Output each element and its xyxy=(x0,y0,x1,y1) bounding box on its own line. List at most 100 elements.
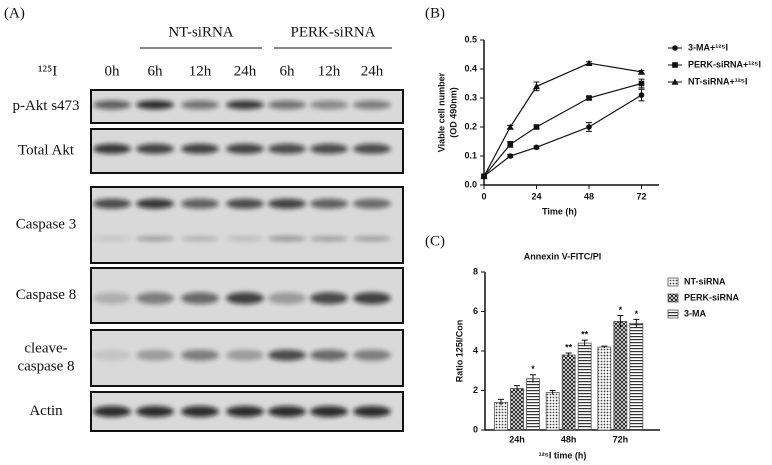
panel-label: (C) xyxy=(425,233,445,249)
blot-band xyxy=(226,236,264,242)
lane-label: 24h xyxy=(361,63,384,79)
row-label: Actin xyxy=(29,403,63,419)
lane-label: 6h xyxy=(148,63,164,79)
series-line xyxy=(483,82,642,177)
point xyxy=(507,153,514,159)
error-bar xyxy=(601,345,608,349)
blot-band xyxy=(93,292,131,305)
error-bar xyxy=(498,398,504,406)
blot-band xyxy=(268,292,306,305)
x-tick-label: 24 xyxy=(531,191,541,201)
legend-label: PERK-siRNA+¹²⁵I xyxy=(688,59,761,69)
error-bar xyxy=(514,385,520,392)
blot-band xyxy=(136,100,174,110)
legend-marker xyxy=(671,78,679,85)
lane-label: 6h xyxy=(280,63,296,79)
point xyxy=(480,172,488,180)
blot-band xyxy=(310,292,348,305)
blot-band xyxy=(181,349,219,361)
point xyxy=(506,123,514,130)
blot-band xyxy=(226,100,264,110)
blot-band xyxy=(268,100,306,110)
legend-label: NT-siRNA+¹²⁵I xyxy=(688,76,747,86)
legend-label: PERK-siRNA xyxy=(684,292,740,302)
error-bar xyxy=(530,374,536,383)
x-tick-label: 48 xyxy=(584,191,594,201)
bar xyxy=(613,320,628,431)
blot-band xyxy=(136,143,174,154)
point xyxy=(533,144,540,151)
y-tick-label: 0 xyxy=(473,424,478,434)
lane-label: 24h xyxy=(234,63,257,79)
blot-band xyxy=(136,406,174,417)
blot-band xyxy=(353,406,391,417)
bar xyxy=(526,378,540,431)
series-line xyxy=(483,94,642,177)
point xyxy=(638,80,645,87)
blot-band xyxy=(136,292,174,305)
blot-band xyxy=(268,198,306,209)
y-tick-label: 2 xyxy=(473,385,478,395)
point xyxy=(638,92,645,98)
blot-band xyxy=(226,292,264,305)
blot-band xyxy=(268,236,306,242)
group-label: PERK-siRNA xyxy=(290,24,375,40)
blot-band xyxy=(93,100,131,110)
bar xyxy=(629,322,644,431)
blot-band xyxy=(181,143,219,154)
x-tick-label: 48h xyxy=(561,434,577,444)
blot-band xyxy=(93,198,131,209)
significance-mark: ** xyxy=(565,342,573,352)
y-tick-label: 0.2 xyxy=(464,121,477,131)
x-tick-label: 0 xyxy=(481,191,486,201)
lane-label: 12h xyxy=(318,63,341,79)
legend-swatch xyxy=(667,277,679,287)
blot-band xyxy=(136,236,174,242)
blot-band xyxy=(353,198,391,209)
error-bar xyxy=(581,339,588,347)
blot-band xyxy=(136,349,174,361)
blot-band xyxy=(310,349,348,361)
blot-band xyxy=(181,292,219,305)
blot-band xyxy=(353,236,391,242)
y-tick-label: 0.5 xyxy=(464,34,477,44)
row-label: p-Akt s473 xyxy=(12,98,79,114)
bar xyxy=(597,346,612,431)
series-line xyxy=(483,62,642,177)
blot-band xyxy=(136,198,174,209)
point xyxy=(533,124,540,130)
lane-label: 12h xyxy=(189,63,212,79)
legend-swatch xyxy=(667,309,679,319)
blot-band xyxy=(226,198,264,209)
chart-title: Annexin V-FITC/PI xyxy=(524,251,602,261)
significance-mark: * xyxy=(619,305,623,315)
y-axis-title: Viable cell number xyxy=(436,72,446,152)
legend-label: NT-siRNA xyxy=(684,276,726,286)
y-tick-label: 0.4 xyxy=(464,63,477,73)
bar xyxy=(561,354,576,431)
blot-background xyxy=(90,186,404,264)
point xyxy=(586,95,592,101)
legend-label: 3-MA+¹²⁵I xyxy=(688,42,728,52)
blot-band xyxy=(181,236,219,242)
error-bar xyxy=(549,390,556,395)
blot-band xyxy=(226,349,264,361)
error-bar xyxy=(617,314,624,328)
y-tick-label: 0.1 xyxy=(464,150,477,160)
panel-label: (A) xyxy=(4,5,25,21)
bar xyxy=(577,342,592,431)
blot-band xyxy=(353,292,391,305)
y-tick-label: 6 xyxy=(473,306,478,316)
y-tick-label: 0.0 xyxy=(464,179,477,189)
significance-mark: * xyxy=(635,309,639,319)
row-label: cleave- xyxy=(24,340,67,356)
blot-band xyxy=(310,236,348,242)
point xyxy=(638,68,645,75)
legend-marker xyxy=(672,62,678,68)
row-label: caspase 8 xyxy=(17,358,74,374)
blot-band xyxy=(353,143,391,154)
point xyxy=(533,82,540,90)
x-tick-label: 72h xyxy=(613,434,629,444)
blot-band xyxy=(268,349,306,361)
